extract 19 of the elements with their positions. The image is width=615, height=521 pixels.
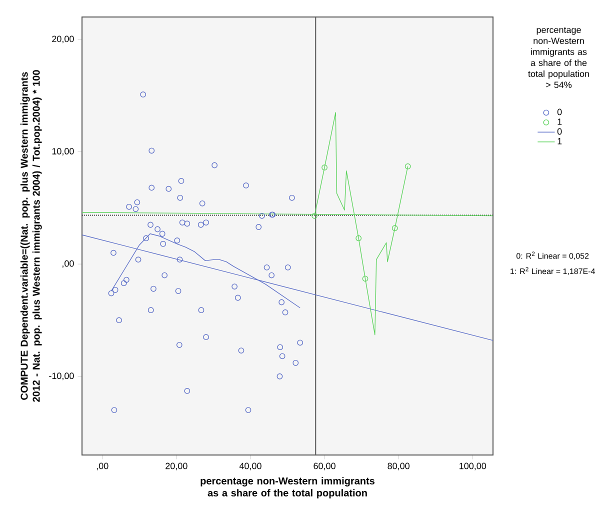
x-tick-label: 60,00: [314, 462, 336, 470]
x-tick-label: 20,00: [166, 462, 188, 470]
x-tick-label: 40,00: [239, 462, 262, 470]
text: 0: R$^{2}$ Linear = 0,052: [516, 252, 589, 260]
legend-label: 0: [557, 128, 562, 135]
legend-label: 1: [558, 118, 562, 125]
y-tick-label: 20,00: [52, 36, 74, 44]
y-axis-title: COMPUTE Dependent.variable=((Nat. pop. plus Western immigrants 2012 - Nat. pop. plus Western immigrants 2004) / Tot.pop.2004) * 100: [20, 70, 42, 402]
x-tick-label: 80,00: [388, 462, 410, 470]
x-tick-label: ,00: [96, 462, 108, 470]
x-tick-label: 100,00: [460, 462, 486, 470]
y-tick-label: ,00: [62, 260, 74, 268]
legend-title: percentage non-Western immigrants as a share of the total population > 54%: [528, 27, 589, 88]
legend-label: 1: [558, 138, 562, 144]
x-axis-title: percentage non-Western immigrants as a share of the total population: [200, 477, 375, 498]
legend-label: 0: [557, 108, 562, 116]
text: 1: R$^{2}$ Linear = 1,187E-4: [510, 267, 595, 276]
y-tick-label: 10,00: [52, 148, 74, 156]
y-tick-label: -10,00: [49, 372, 74, 380]
